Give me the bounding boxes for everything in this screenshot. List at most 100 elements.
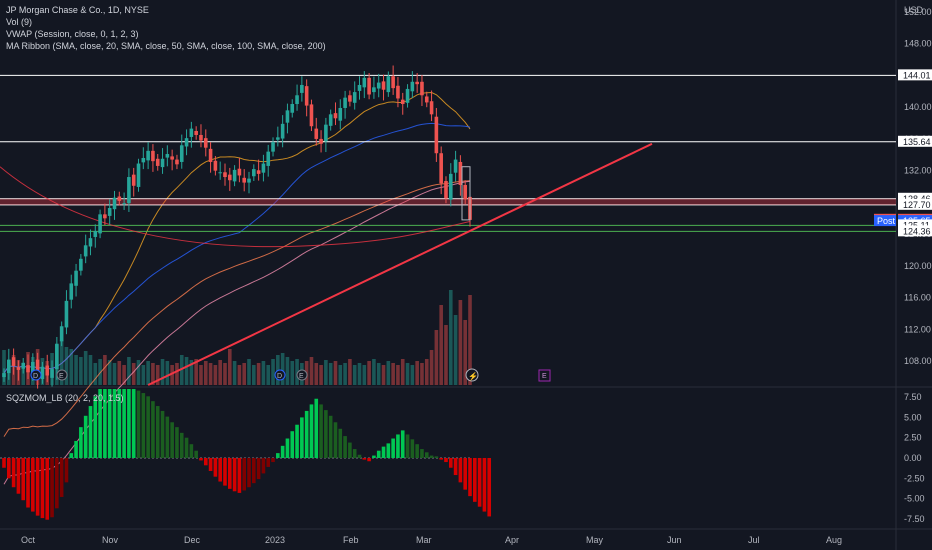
momentum-bar bbox=[314, 398, 319, 458]
selection-box bbox=[461, 166, 471, 221]
candle-body bbox=[213, 160, 218, 171]
momentum-bar bbox=[107, 389, 112, 458]
volume-bar bbox=[194, 359, 198, 385]
ma-ribbon-legend[interactable]: MA Ribbon (SMA, close, 20, SMA, close, 5… bbox=[6, 41, 326, 51]
momentum-bar bbox=[237, 458, 242, 493]
volume-bar bbox=[151, 363, 155, 385]
momentum-bar bbox=[199, 458, 203, 461]
candle-body bbox=[247, 178, 251, 183]
volume-bar bbox=[376, 363, 381, 385]
candle-body bbox=[208, 148, 213, 162]
ma200-curve bbox=[0, 166, 471, 248]
momentum-bar bbox=[338, 428, 343, 458]
momentum-legend[interactable]: SQZMOM_LB (20, 2, 20, 1.5) bbox=[6, 393, 124, 403]
price-tick-label: 112.00 bbox=[904, 324, 931, 334]
volume-bar bbox=[141, 365, 146, 385]
candle-body bbox=[429, 101, 434, 115]
volume-bar bbox=[410, 365, 415, 385]
volume-bar bbox=[184, 357, 189, 385]
time-axis-label: Jul bbox=[748, 535, 760, 545]
candle-body bbox=[151, 150, 155, 162]
candle-body bbox=[352, 92, 357, 103]
volume-bar bbox=[261, 361, 266, 385]
volume-bar bbox=[252, 365, 256, 385]
volume-bar bbox=[405, 363, 410, 385]
momentum-bar bbox=[434, 456, 439, 458]
candle-body bbox=[420, 81, 424, 96]
volume-bar bbox=[429, 350, 434, 385]
candle-body bbox=[74, 270, 78, 286]
momentum-bar bbox=[26, 458, 30, 508]
candle-body bbox=[16, 367, 21, 370]
momentum-bar bbox=[247, 458, 251, 488]
volume-bar bbox=[386, 361, 391, 385]
momentum-bar bbox=[300, 417, 304, 458]
candle-body bbox=[112, 197, 117, 210]
momentum-bar bbox=[69, 453, 74, 458]
momentum-bar bbox=[74, 440, 78, 458]
symbol-title[interactable]: JP Morgan Chase & Co., 1D, NYSE bbox=[6, 5, 149, 15]
momentum-bar bbox=[227, 458, 232, 489]
candle-body bbox=[175, 159, 179, 165]
candle-body bbox=[328, 114, 333, 126]
volume-bar bbox=[2, 350, 6, 385]
momentum-bar bbox=[232, 458, 237, 492]
candle-body bbox=[83, 245, 88, 257]
candle-body bbox=[434, 116, 439, 154]
candle-body bbox=[453, 159, 458, 173]
candle-body bbox=[367, 77, 371, 95]
momentum-bar bbox=[35, 458, 40, 516]
volume-bar bbox=[448, 290, 453, 385]
candle-body bbox=[21, 362, 26, 369]
momentum-bar bbox=[333, 422, 338, 458]
vwap-legend[interactable]: VWAP (Session, close, 0, 1, 2, 3) bbox=[6, 29, 139, 39]
candle-body bbox=[160, 158, 165, 168]
candle-body bbox=[309, 104, 314, 127]
momentum-bar bbox=[252, 458, 256, 484]
candle-body bbox=[439, 153, 443, 184]
volume-bar bbox=[131, 363, 136, 385]
momentum-bar bbox=[482, 458, 487, 512]
momentum-bar bbox=[458, 458, 463, 483]
price-label-box bbox=[898, 69, 932, 81]
momentum-bar bbox=[218, 458, 222, 482]
candle-body bbox=[285, 110, 290, 123]
resistance-zone bbox=[0, 198, 896, 205]
candle-body bbox=[266, 151, 271, 166]
time-axis-label: Oct bbox=[21, 535, 36, 545]
volume-bar bbox=[271, 359, 275, 385]
volume-bar bbox=[79, 357, 83, 385]
volume-bar bbox=[227, 349, 232, 385]
volume-bar bbox=[122, 365, 126, 385]
momentum-bar bbox=[98, 389, 102, 458]
ma50-line bbox=[3, 122, 471, 374]
volume-bar bbox=[223, 363, 227, 385]
candle-body bbox=[223, 172, 227, 178]
volume-bar bbox=[213, 365, 218, 385]
volume-bar bbox=[348, 359, 352, 385]
time-axis-label: 2023 bbox=[265, 535, 285, 545]
volume-bar bbox=[69, 349, 74, 385]
volume-bar bbox=[208, 363, 213, 385]
time-axis-label: May bbox=[586, 535, 604, 545]
momentum-bar bbox=[93, 396, 98, 458]
momentum-bar bbox=[410, 439, 415, 458]
momentum-bar bbox=[165, 416, 170, 458]
volume-bar bbox=[372, 359, 376, 385]
candle-body bbox=[319, 138, 323, 144]
candle-body bbox=[261, 163, 266, 173]
volume-legend[interactable]: Vol (9) bbox=[6, 17, 33, 27]
momentum-bar bbox=[448, 458, 453, 468]
candle-body bbox=[324, 124, 328, 142]
candle-body bbox=[98, 214, 102, 234]
volume-bar bbox=[93, 363, 98, 385]
price-label-box bbox=[898, 198, 932, 210]
price-label: 127.70 bbox=[903, 200, 931, 210]
time-axis-label: Apr bbox=[505, 535, 519, 545]
candle-body bbox=[155, 158, 160, 166]
volume-bar bbox=[400, 359, 405, 385]
candle-body bbox=[117, 196, 122, 201]
momentum-bar bbox=[468, 458, 472, 497]
lightning-icon: ⚡ bbox=[468, 371, 478, 381]
